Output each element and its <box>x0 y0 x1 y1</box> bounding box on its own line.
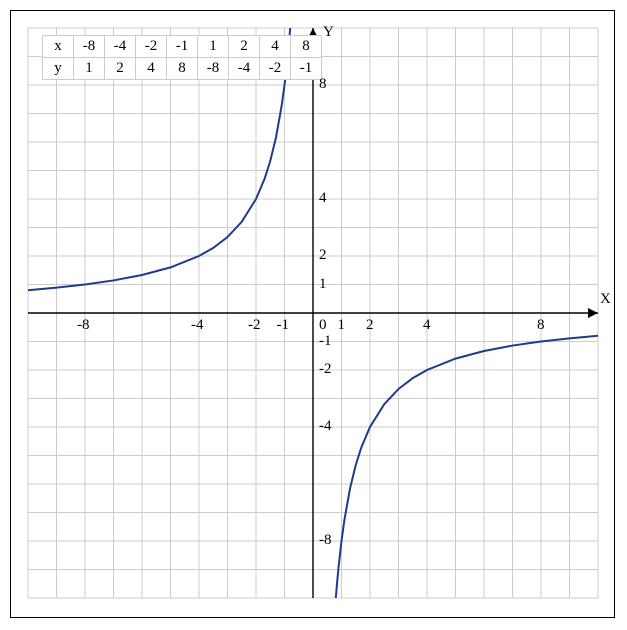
table-cell: -2 <box>136 36 167 58</box>
y-axis-label: Y <box>323 24 334 41</box>
x-tick-label: 8 <box>537 317 545 334</box>
y-tick-label: -4 <box>319 418 332 435</box>
table-cell: -1 <box>291 58 322 80</box>
x-tick-label: 4 <box>423 317 431 334</box>
x-tick-label: 2 <box>366 317 374 334</box>
x-tick-label: -4 <box>191 317 204 334</box>
table-cell: -2 <box>260 58 291 80</box>
data-table: x-8-4-2-11248y1248-8-4-2-1 <box>42 35 322 80</box>
y-tick-label: -2 <box>319 361 332 378</box>
table-cell: 8 <box>291 36 322 58</box>
origin-label: 0 <box>319 317 327 334</box>
y-tick-label: -8 <box>319 532 332 549</box>
x-tick-label: -8 <box>77 317 90 334</box>
x-axis-label: X <box>600 291 611 308</box>
table-cell: 2 <box>105 58 136 80</box>
x-tick-label: -1 <box>277 317 290 334</box>
y-tick-label: -1 <box>319 333 332 350</box>
y-tick-label: 4 <box>319 190 327 207</box>
table-cell: 4 <box>136 58 167 80</box>
table-cell: -8 <box>74 36 105 58</box>
table-cell: 1 <box>198 36 229 58</box>
y-tick-label: 1 <box>319 276 327 293</box>
y-tick-label: 8 <box>319 76 327 93</box>
table-cell: 8 <box>167 58 198 80</box>
table-cell: 1 <box>74 58 105 80</box>
table-header-y: y <box>43 58 74 80</box>
table-cell: 4 <box>260 36 291 58</box>
table-cell: -1 <box>167 36 198 58</box>
table-cell: 2 <box>229 36 260 58</box>
table-cell: -8 <box>198 58 229 80</box>
x-axis-arrow <box>588 308 598 318</box>
curve-branch-right <box>336 336 598 598</box>
table-header-x: x <box>43 36 74 58</box>
y-tick-label: 2 <box>319 247 327 264</box>
chart-svg <box>0 0 627 630</box>
x-tick-label: -2 <box>248 317 261 334</box>
table-cell: -4 <box>229 58 260 80</box>
x-tick-label: 1 <box>338 317 346 334</box>
table-cell: -4 <box>105 36 136 58</box>
